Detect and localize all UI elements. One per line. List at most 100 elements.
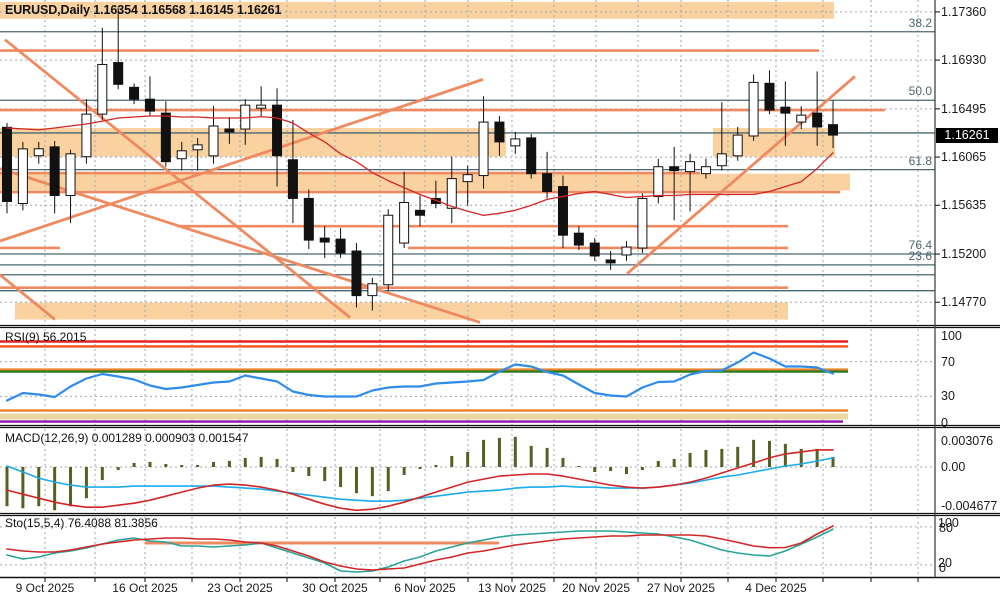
price-axis-label: 1.16065 (941, 150, 987, 165)
candle-bullish (192, 144, 203, 151)
candle-bullish (176, 150, 187, 160)
candle-bullish (367, 283, 378, 297)
date-axis-label: 23 Oct 2025 (207, 581, 273, 595)
candle-bearish (573, 232, 584, 246)
candle-bullish (256, 104, 267, 109)
candle-bullish (81, 113, 92, 158)
candle-bullish (65, 153, 76, 197)
candle-bearish (224, 128, 235, 133)
trendline (0, 167, 481, 324)
candle-bearish (129, 86, 140, 100)
rsi-line (5, 351, 835, 402)
date-axis-label: 16 Oct 2025 (112, 581, 178, 595)
candle-bearish (113, 62, 124, 85)
candle-bullish (462, 174, 473, 183)
candle-bearish (780, 106, 791, 114)
candle-bullish (716, 153, 727, 167)
sto-scale-label: 100 (938, 516, 959, 530)
sto-d-line (6, 525, 834, 571)
candle-bearish (287, 159, 298, 199)
candle-bullish (732, 134, 743, 157)
candle-bearish (303, 197, 314, 241)
sto-k-line (6, 528, 834, 573)
candle-bearish (415, 209, 426, 216)
fib-label: 38.2 (908, 15, 932, 30)
macd-signal-line (6, 449, 834, 512)
candle-bullish (383, 214, 394, 286)
candle-bullish (700, 166, 711, 175)
sto-label: Sto(15,5,4) 76.4088 81.3856 (5, 516, 158, 530)
candle-bearish (2, 126, 12, 202)
current-price-tag: 1.16261 (936, 127, 998, 143)
candle-bullish (208, 125, 219, 157)
candle-bearish (828, 124, 839, 136)
fib-label: 23.6 (908, 248, 932, 263)
candle-bullish (399, 201, 410, 244)
price-axis-label: 1.16495 (941, 101, 987, 116)
rsi-scale-label: 100 (941, 328, 962, 343)
candle-bearish (335, 238, 346, 254)
candle-bearish (542, 173, 553, 192)
candle-bullish (510, 138, 521, 147)
sto-scale-label: 20 (938, 556, 952, 570)
trendline (0, 78, 484, 243)
macd-scale-label: -0.004677 (941, 499, 998, 514)
candle-bearish (49, 146, 60, 197)
rsi-scale-label: 0 (941, 415, 948, 430)
candle-bullish (446, 178, 457, 209)
candle-bullish (796, 114, 807, 123)
price-axis-label: 1.14770 (941, 295, 987, 310)
candle-bullish (97, 63, 108, 115)
rsi-scale-label: 30 (941, 389, 955, 404)
candle-bearish (526, 137, 537, 175)
candle-bullish (748, 81, 759, 137)
candle-bearish (272, 104, 283, 157)
price-axis-label: 1.16930 (941, 53, 987, 68)
candle-bullish (653, 166, 664, 198)
candle-bullish (17, 148, 28, 204)
candle-bearish (764, 82, 775, 111)
ma-line (6, 115, 834, 217)
date-axis-label: 20 Nov 2025 (561, 581, 631, 595)
candle-bearish (669, 166, 680, 172)
candle-bearish (160, 112, 171, 163)
candle-bearish (812, 112, 823, 128)
fib-label: 76.4 (908, 238, 932, 253)
macd-label: MACD(12,26,9) 0.001289 0.000903 0.001547 (5, 431, 249, 445)
candle-bullish (478, 121, 489, 177)
price-axis-label: 1.15200 (941, 247, 987, 262)
candle-bearish (319, 237, 330, 243)
macd-scale-label: 0.00 (941, 460, 966, 474)
price-zone-band (15, 302, 788, 320)
sto-scale-label: 80 (939, 521, 953, 535)
rsi-tan-band (0, 413, 848, 420)
price-axis-label: 1.15635 (941, 198, 987, 213)
candle-bearish (557, 186, 568, 236)
rsi-scale-label: 70 (941, 354, 955, 369)
candle-bearish (494, 121, 505, 143)
date-axis-label: 30 Oct 2025 (302, 581, 368, 595)
date-axis-label: 9 Oct 2025 (15, 581, 75, 595)
candle-bearish (351, 250, 362, 297)
fib-label: 50.0 (908, 84, 932, 99)
candle-bullish (33, 148, 44, 157)
fib-label: 61.8 (908, 153, 932, 168)
trendline (0, 273, 56, 321)
macd-line (6, 457, 834, 503)
date-axis-label: 4 Dec 2025 (745, 581, 807, 595)
candle-bearish (589, 242, 600, 257)
price-zone-band (0, 1, 834, 19)
sto-scale-label: 0 (939, 561, 946, 575)
symbol-title: EURUSD,Daily 1.16354 1.16568 1.16145 1.1… (5, 3, 282, 17)
macd-scale-label: 0.003076 (941, 434, 994, 449)
trendline (4, 38, 351, 319)
candle-bullish (637, 197, 648, 249)
candle-bearish (144, 98, 155, 112)
date-axis-label: 13 Nov 2025 (477, 581, 547, 595)
price-axis-label: 1.17360 (941, 4, 987, 19)
date-axis-label: 27 Nov 2025 (646, 581, 716, 595)
date-axis-label: 6 Nov 2025 (394, 581, 456, 595)
rsi-label: RSI(9) 56.2015 (5, 330, 87, 344)
